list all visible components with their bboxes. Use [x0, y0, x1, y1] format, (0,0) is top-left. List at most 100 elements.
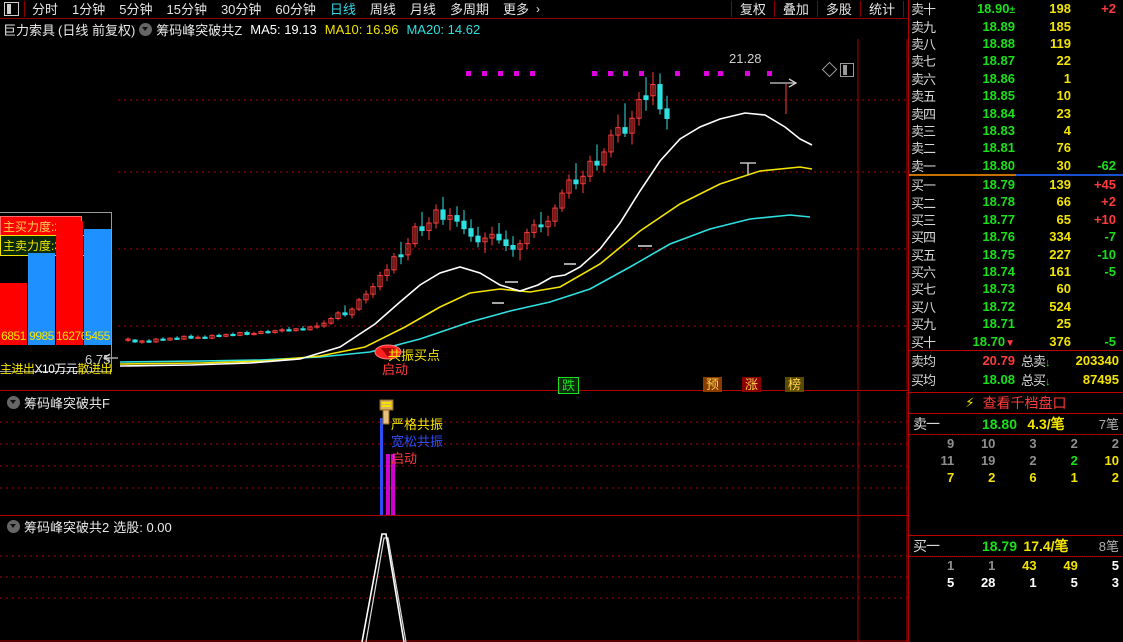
buy-average-row: 买均 18.08 总买↓ 87495: [909, 370, 1123, 389]
buy-order-row[interactable]: 买四 18.76 334 -7: [909, 228, 1123, 245]
tab-period-7[interactable]: 周线: [369, 1, 396, 17]
btn-diejia[interactable]: 叠加: [782, 1, 809, 17]
tab-period-4[interactable]: 30分钟: [220, 1, 262, 17]
divider-1: [773, 1, 775, 17]
detail-cell: 28: [980, 574, 996, 590]
buy-order-row[interactable]: 买十 18.70▼ 376 -5: [909, 332, 1123, 350]
candle-body: [216, 334, 222, 338]
layout-toggle-icon[interactable]: [4, 2, 19, 16]
candle-body: [643, 95, 649, 101]
candle-body: [335, 312, 341, 319]
sell-order-row[interactable]: 卖九 18.89 185: [909, 17, 1123, 35]
divider-2: [816, 1, 818, 17]
indicator-panel-f[interactable]: 筹码峰突破共F 严格共振 宽松共振 启动: [0, 392, 908, 516]
buy-order-row[interactable]: 买六 18.74 161 -5: [909, 263, 1123, 280]
candle-body: [300, 328, 306, 331]
divider-before-buy-detail: [909, 534, 1123, 536]
sell-one-price: 18.80: [981, 415, 1017, 432]
buy-level-label: 买十: [911, 334, 936, 350]
candle-body: [552, 207, 558, 222]
buy-level-label: 买八: [911, 299, 936, 315]
tab-period-0[interactable]: 分时: [32, 1, 59, 17]
buy-price: 18.76: [982, 229, 1015, 245]
candle-body: [230, 333, 236, 337]
detail-cell: 19: [980, 452, 996, 468]
ma5-value: MA5: 19.13: [250, 21, 317, 37]
detail-cell: 3: [1111, 574, 1120, 590]
candle-body: [433, 209, 439, 224]
flow-bar-value-1: 9985: [29, 329, 54, 343]
buy-order-row[interactable]: 买二 18.78 66 +2: [909, 193, 1123, 210]
buy-order-row[interactable]: 买八 18.72 524: [909, 298, 1123, 315]
buy-price: 18.73: [982, 281, 1015, 297]
sell-order-row[interactable]: 卖一 18.80 30 -62: [909, 157, 1123, 174]
view-deep-book-button[interactable]: ⚡ 查看千档盘口: [909, 391, 1123, 414]
status-badge-forecast[interactable]: 预: [703, 377, 723, 392]
sell-order-row[interactable]: 卖三 18.83 4: [909, 122, 1123, 139]
sell-order-row[interactable]: 卖五 18.85 10: [909, 87, 1123, 104]
candle-body: [615, 127, 621, 136]
tab-period-6[interactable]: 日线: [329, 1, 356, 17]
bid-ask-separator: [909, 173, 1123, 176]
sell-order-row[interactable]: 卖七 18.87 22: [909, 52, 1123, 69]
tab-period-1[interactable]: 1分钟: [72, 1, 106, 17]
sell-level-label: 卖一: [911, 158, 936, 174]
candle-body: [664, 108, 670, 119]
sell-order-row[interactable]: 卖四 18.84 23: [909, 104, 1123, 122]
indicator-name[interactable]: 筹码峰突破共Z: [156, 22, 243, 38]
flow-bar-1: 9985: [28, 253, 55, 345]
candle-body: [314, 325, 320, 328]
tab-period-8[interactable]: 月线: [409, 1, 436, 17]
tab-period-3[interactable]: 15分钟: [166, 1, 207, 17]
btn-fuquan[interactable]: 复权: [739, 1, 766, 17]
candle-body: [223, 333, 229, 337]
chevron-right-icon[interactable]: ›: [535, 2, 540, 16]
detail-grid-row: 11 19 2 2 10: [909, 452, 1123, 469]
buy-order-row[interactable]: 买五 18.75 227 -10: [909, 245, 1123, 263]
buy-change: -10: [1097, 246, 1116, 262]
buy-order-row[interactable]: 买三 18.77 65 +10: [909, 211, 1123, 228]
sell-change: -62: [1097, 157, 1116, 173]
sell-order-row[interactable]: 卖十 18.90± 198 +2: [909, 0, 1123, 17]
buy-order-row[interactable]: 买一 18.79 139 +45: [909, 176, 1123, 193]
total-sell-label: 总卖↓: [1021, 353, 1050, 369]
money-flow-box[interactable]: 主买力度:279 主卖力度:361 6851 9985 16276 5455: [0, 212, 112, 372]
status-badge-rank[interactable]: 榜: [785, 377, 805, 392]
detail-cell: 2: [988, 469, 996, 485]
buy-volume: 524: [1049, 298, 1071, 314]
order-book-panel[interactable]: 卖十 18.90± 198 +2 卖九 18.89 185 卖八 18.88 119 卖七 18.87…: [908, 0, 1123, 642]
panel-toggle-icon[interactable]: [840, 63, 854, 77]
sell-detail-grid: 9 10 3 2 2 11 19 2 2 10 7 2 6 1 2: [909, 435, 1123, 486]
indicator-panel-2[interactable]: 筹码峰突破共2 选股: 0.00: [0, 516, 908, 642]
candle-body: [489, 233, 495, 239]
tab-period-9[interactable]: 多周期: [449, 1, 489, 17]
sell-order-row[interactable]: 卖六 18.86 1: [909, 70, 1123, 87]
sell-detail-divider: [909, 433, 1123, 435]
sell-order-row[interactable]: 卖八 18.88 119: [909, 35, 1123, 52]
buy-level-label: 买七: [911, 282, 936, 298]
main-price-chart[interactable]: 21.28 6.75 共振买点 启动: [0, 39, 908, 391]
btn-tongji[interactable]: 统计: [868, 1, 895, 17]
chevron-down-icon[interactable]: [139, 22, 153, 36]
tab-period-10[interactable]: 更多: [502, 1, 529, 17]
buy-one-count: 8笔: [1098, 539, 1119, 555]
buy-order-row[interactable]: 买七 18.73 60: [909, 280, 1123, 297]
sell-order-row[interactable]: 卖二 18.81 76: [909, 139, 1123, 156]
sell-volume: 185: [1049, 18, 1071, 34]
candle-body: [657, 84, 663, 110]
divider-3: [859, 1, 861, 17]
status-badge-fall[interactable]: 跌: [558, 377, 580, 394]
candle-body: [384, 269, 390, 276]
panel-f-chevron-icon[interactable]: [7, 395, 20, 409]
panel-2-chevron-icon[interactable]: [7, 519, 20, 533]
btn-duogu[interactable]: 多股: [825, 1, 852, 17]
tab-period-5[interactable]: 60分钟: [275, 1, 316, 17]
candle-body: [587, 160, 593, 177]
detail-cell: 2: [1111, 469, 1120, 485]
buy-order-rows: 买一 18.79 139 +45 买二 18.78 66 +2 买三 18.77 65 +10 买四 18…: [909, 176, 1123, 350]
panel-2-title: 筹码峰突破共2: [24, 519, 110, 535]
buy-level-label: 买三: [911, 212, 936, 228]
buy-order-row[interactable]: 买九 18.71 25: [909, 315, 1123, 332]
tab-period-2[interactable]: 5分钟: [119, 1, 153, 17]
status-badge-rise[interactable]: 涨: [742, 377, 762, 392]
